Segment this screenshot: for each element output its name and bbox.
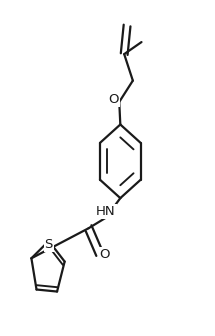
Text: O: O bbox=[99, 248, 110, 261]
Text: O: O bbox=[109, 93, 119, 106]
Text: S: S bbox=[45, 238, 53, 251]
Text: HN: HN bbox=[96, 205, 116, 218]
